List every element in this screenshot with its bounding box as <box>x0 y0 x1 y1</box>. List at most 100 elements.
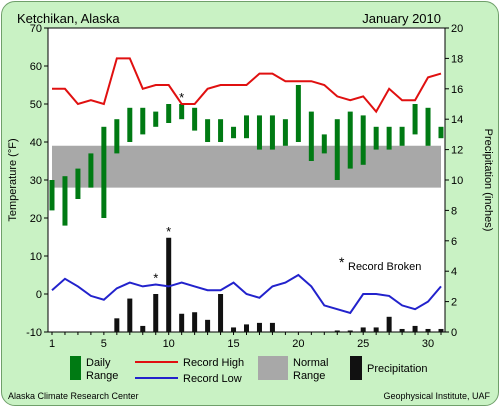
x-tick-label: 1 <box>49 338 55 350</box>
precipitation-bar <box>256 322 262 332</box>
daily-range-bar <box>295 85 301 142</box>
record-broken-marker: * <box>153 271 158 286</box>
chart-title-period: January 2010 <box>362 11 441 26</box>
precipitation-bar <box>127 298 133 332</box>
precipitation-bar <box>140 325 146 332</box>
y-right-tick-label: 16 <box>451 84 463 96</box>
daily-range-bar <box>360 115 366 165</box>
y-right-tick-label: 12 <box>451 145 463 157</box>
legend-swatch-precipitation <box>350 356 362 380</box>
daily-range-bar <box>256 115 262 150</box>
y-left-tick-label: 40 <box>30 137 42 149</box>
precipitation-bar <box>166 237 172 332</box>
x-tick-label: 15 <box>227 338 239 350</box>
x-tick-label: 20 <box>292 338 304 350</box>
daily-range-bar <box>218 119 224 142</box>
y-left-tick-label: 30 <box>30 175 42 187</box>
daily-range-bar <box>425 107 431 146</box>
y-left-tick-label: 0 <box>36 289 42 301</box>
daily-range-bar <box>205 119 211 142</box>
daily-range-bar <box>269 115 275 150</box>
legend-label-daily-range-line2: Range <box>86 370 118 382</box>
x-tick-label: 30 <box>422 338 434 350</box>
record-broken-marker: * <box>179 90 184 105</box>
daily-range-bar <box>334 119 340 180</box>
daily-range-bar <box>101 126 107 218</box>
y-left-tick-label: 60 <box>30 61 42 73</box>
y-right-tick-label: 2 <box>451 297 457 309</box>
daily-range-bar <box>399 126 405 146</box>
daily-range-bar <box>412 104 418 135</box>
daily-range-bar <box>373 126 379 150</box>
y-right-tick-label: 18 <box>451 53 463 65</box>
footer-credit-left: Alaska Climate Research Center <box>8 391 139 401</box>
precipitation-bar <box>192 312 198 332</box>
x-tick-label: 5 <box>101 338 107 350</box>
precipitation-bar <box>386 316 392 332</box>
record-note-label: Record Broken <box>348 261 421 273</box>
y-left-tick-label: -10 <box>26 327 42 339</box>
legend-swatch-normal-range <box>258 356 288 380</box>
legend-label-record-low: Record Low <box>183 373 242 385</box>
precipitation-bar <box>334 330 340 332</box>
y-left-tick-label: 50 <box>30 99 42 111</box>
daily-range-bar <box>49 180 55 211</box>
y-right-tick-label: 14 <box>451 114 463 126</box>
precipitation-bar <box>244 324 249 332</box>
legend-swatch-daily-range <box>70 356 81 380</box>
record-broken-marker: * <box>166 224 171 239</box>
precipitation-bar <box>373 327 379 332</box>
legend-label-record-high: Record High <box>183 357 244 369</box>
precipitation-bar <box>231 327 237 332</box>
daily-range-bar <box>438 126 444 139</box>
daily-range-bar <box>192 107 198 131</box>
daily-range-bar <box>282 119 288 146</box>
legend-label-precipitation: Precipitation <box>367 363 428 375</box>
precipitation-bar <box>399 328 405 332</box>
y-right-tick-label: 10 <box>451 175 463 187</box>
daily-range-bar <box>114 119 120 154</box>
precipitation-bar <box>360 327 366 332</box>
y-right-tick-label: 4 <box>451 266 457 278</box>
record-low-line <box>51 273 442 315</box>
normal-range-band <box>52 145 441 188</box>
daily-range-bar <box>244 115 249 139</box>
y-axis-label-left: Temperature (°F) <box>7 138 19 221</box>
daily-range-bar <box>321 134 327 154</box>
precipitation-bar <box>412 325 418 332</box>
x-tick-label: 25 <box>357 338 369 350</box>
record-note-star: * <box>339 254 345 270</box>
precipitation-bar <box>153 294 159 332</box>
y-left-tick-label: 20 <box>30 213 42 225</box>
legend: Daily Range Record High Record Low Norma… <box>70 356 428 385</box>
y-right-tick-label: 20 <box>451 23 463 35</box>
y-left-tick-label: 70 <box>30 23 42 35</box>
precipitation-bar <box>347 330 353 332</box>
daily-range-bar <box>75 168 81 199</box>
legend-label-normal-range-line2: Range <box>293 370 325 382</box>
daily-range-bar <box>308 111 314 161</box>
x-tick-label: 10 <box>163 338 175 350</box>
precipitation-bar <box>114 318 120 332</box>
daily-range-bar <box>166 104 172 123</box>
y-left-tick-label: 10 <box>30 251 42 263</box>
precipitation-bar <box>438 328 444 332</box>
precipitation-bar <box>218 294 224 332</box>
daily-range-bar <box>127 107 133 142</box>
daily-range-bar <box>88 153 94 188</box>
y-right-tick-label: 6 <box>451 236 457 248</box>
daily-range-bar <box>347 111 353 169</box>
chart-title-location: Ketchikan, Alaska <box>17 11 120 26</box>
legend-label-normal-range-line1: Normal <box>293 357 328 369</box>
precipitation-bar <box>205 319 211 332</box>
precipitation-bar <box>425 328 431 332</box>
daily-range-bar <box>62 176 68 226</box>
daily-range-bar <box>153 111 159 127</box>
y-right-tick-label: 8 <box>451 205 457 217</box>
precipitation-bar <box>269 322 275 332</box>
daily-range-bar <box>231 126 237 139</box>
y-axis-label-right: Precipitation (inches) <box>482 129 494 232</box>
daily-range-bar <box>179 104 185 120</box>
y-right-tick-label: 0 <box>451 327 457 339</box>
